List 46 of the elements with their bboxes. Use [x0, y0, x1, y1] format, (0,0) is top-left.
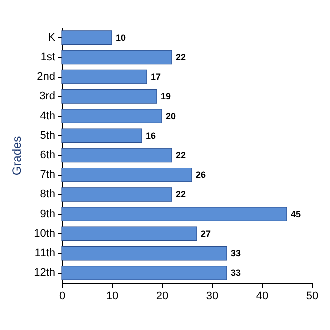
x-tick-label: 30 [206, 290, 219, 302]
data-label: 22 [176, 52, 186, 62]
bar [62, 148, 172, 163]
y-tick-label: 6th [40, 150, 56, 162]
bar [62, 50, 172, 65]
y-tick-label: 8th [40, 188, 56, 201]
y-tick-label: 2nd [37, 71, 56, 84]
x-tick-label: 20 [156, 290, 169, 302]
bar [62, 89, 158, 104]
bar [62, 109, 162, 124]
y-tick-label: 9th [40, 208, 56, 220]
bar [62, 226, 198, 242]
y-tick-label: 7th [40, 169, 56, 182]
bar [62, 70, 148, 84]
data-label: 19 [161, 92, 172, 102]
data-label: 33 [231, 268, 242, 278]
data-label: 33 [231, 248, 242, 259]
bar [62, 30, 112, 45]
data-label: 10 [116, 32, 126, 43]
x-tick-label: 50 [306, 290, 319, 302]
data-label: 22 [176, 190, 186, 200]
y-tick-label: 1st [40, 51, 56, 64]
y-tick-label: 5th [40, 130, 56, 142]
x-tick-label: 0 [59, 290, 66, 302]
bar [62, 188, 172, 202]
y-axis-title: Grades [10, 136, 24, 176]
data-label: 17 [151, 72, 162, 82]
bar [62, 207, 288, 222]
y-tick-label: 11th [34, 248, 56, 260]
data-label: 20 [166, 111, 176, 122]
data-label: 45 [291, 209, 302, 220]
y-tick-label: 4th [40, 110, 56, 122]
y-tick-label: K [48, 32, 56, 44]
bar [62, 266, 228, 280]
data-label: 22 [176, 150, 186, 160]
y-tick-label: 3rd [40, 90, 56, 103]
bar [62, 246, 228, 261]
x-tick-label: 40 [256, 290, 269, 302]
data-label: 16 [146, 130, 156, 141]
y-tick-label: 10th [34, 228, 56, 240]
bar [62, 128, 142, 144]
bar [62, 168, 192, 182]
x-tick-label: 10 [106, 290, 119, 302]
data-label: 26 [196, 170, 206, 180]
data-label: 27 [201, 228, 212, 239]
y-tick-label: 12th [34, 267, 56, 280]
